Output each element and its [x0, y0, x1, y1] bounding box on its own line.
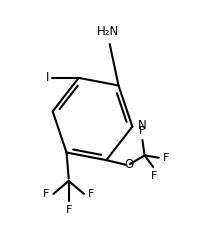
Text: N: N [138, 119, 147, 132]
Text: O: O [124, 158, 133, 171]
Text: F: F [163, 153, 169, 163]
Text: F: F [43, 189, 50, 199]
Text: F: F [66, 205, 72, 215]
Text: F: F [88, 189, 94, 199]
Text: F: F [151, 172, 158, 182]
Text: F: F [139, 126, 146, 136]
Text: I: I [46, 71, 49, 84]
Text: H₂N: H₂N [96, 25, 119, 38]
